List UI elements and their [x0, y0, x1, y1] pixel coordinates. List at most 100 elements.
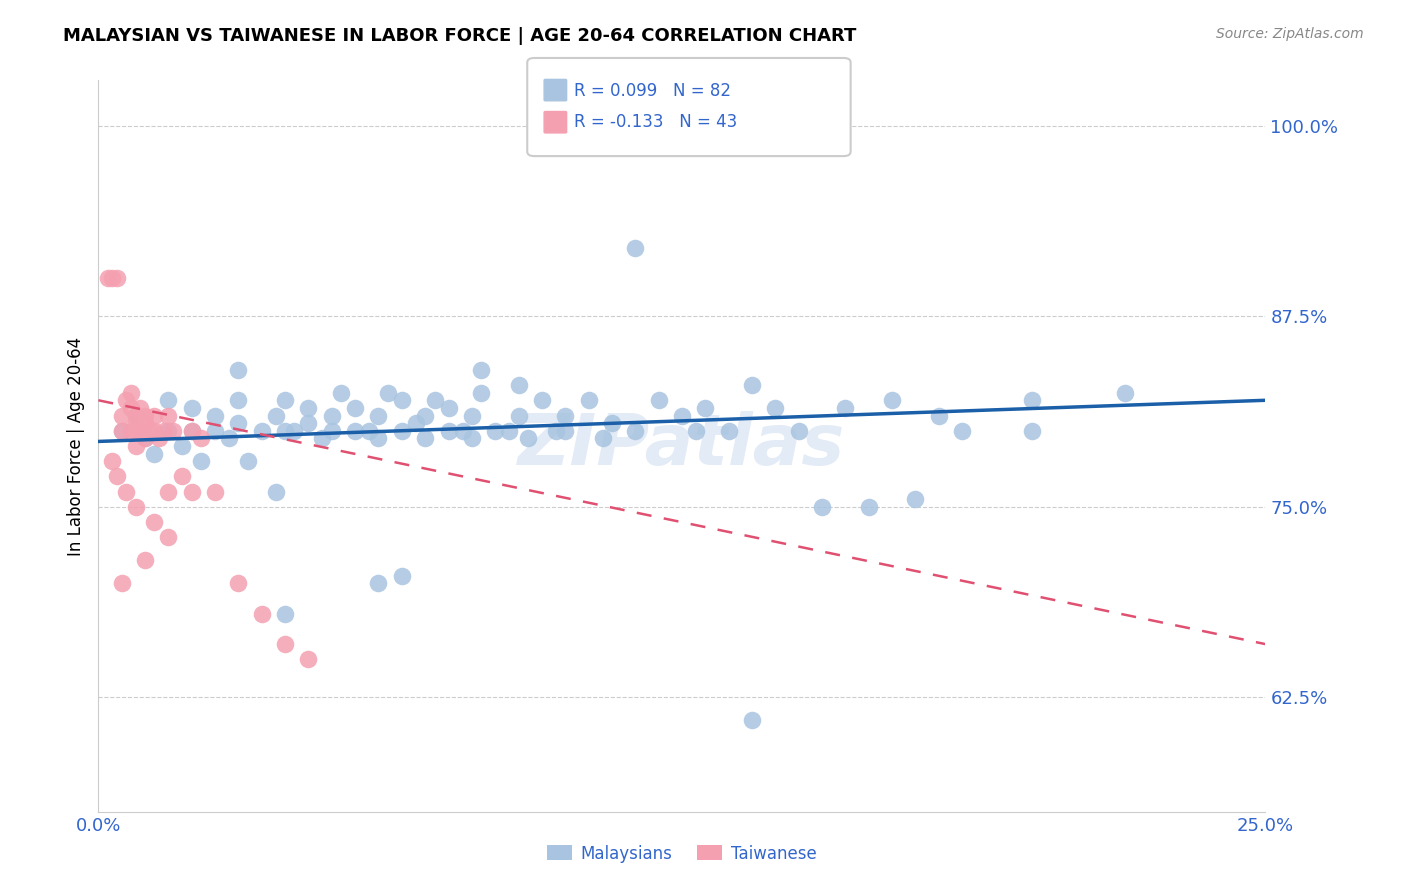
Point: [125, 409, 148, 423]
Legend: Malaysians, Taiwanese: Malaysians, Taiwanese: [540, 838, 824, 869]
Point: [111, 576, 134, 591]
Point: [97, 271, 120, 285]
Point: [858, 500, 880, 514]
Point: [157, 424, 180, 438]
Point: [344, 424, 367, 438]
Point: [437, 424, 460, 438]
Point: [152, 424, 174, 438]
Point: [1114, 385, 1136, 400]
Point: [904, 492, 927, 507]
Point: [143, 515, 166, 529]
Point: [321, 424, 343, 438]
Point: [134, 409, 156, 423]
Point: [172, 439, 194, 453]
Point: [125, 500, 148, 514]
Point: [461, 431, 484, 445]
Point: [162, 424, 184, 438]
Point: [143, 424, 166, 438]
Point: [204, 424, 226, 438]
Point: [218, 431, 240, 445]
Point: [367, 431, 389, 445]
Point: [470, 385, 492, 400]
Point: [204, 409, 226, 423]
Point: [129, 424, 152, 438]
Point: [377, 385, 399, 400]
Point: [554, 424, 576, 438]
Point: [115, 484, 138, 499]
Point: [685, 424, 707, 438]
Point: [359, 424, 381, 438]
Point: [134, 431, 156, 445]
Point: [264, 484, 287, 499]
Point: [624, 241, 647, 255]
Point: [157, 484, 180, 499]
Point: [484, 424, 506, 438]
Point: [111, 424, 134, 438]
Point: [228, 363, 250, 377]
Point: [950, 424, 973, 438]
Point: [125, 424, 148, 438]
Text: MALAYSIAN VS TAIWANESE IN LABOR FORCE | AGE 20-64 CORRELATION CHART: MALAYSIAN VS TAIWANESE IN LABOR FORCE | …: [63, 27, 856, 45]
Point: [330, 385, 353, 400]
Point: [717, 424, 740, 438]
Point: [530, 393, 553, 408]
Point: [311, 431, 333, 445]
Point: [274, 424, 297, 438]
Point: [180, 484, 202, 499]
Point: [741, 714, 763, 728]
Point: [101, 271, 124, 285]
Text: ZIPatlas: ZIPatlas: [519, 411, 845, 481]
Point: [139, 424, 162, 438]
Text: R = -0.133   N = 43: R = -0.133 N = 43: [574, 113, 737, 131]
Point: [297, 401, 319, 415]
Point: [236, 454, 259, 468]
Point: [344, 401, 367, 415]
Point: [811, 500, 834, 514]
Point: [367, 409, 389, 423]
Point: [834, 401, 856, 415]
Point: [367, 576, 389, 591]
Point: [148, 431, 170, 445]
Point: [297, 416, 319, 430]
Point: [283, 424, 305, 438]
Text: Source: ZipAtlas.com: Source: ZipAtlas.com: [1216, 27, 1364, 41]
Point: [228, 576, 250, 591]
Point: [125, 409, 148, 423]
Point: [451, 424, 474, 438]
Point: [624, 424, 647, 438]
Point: [134, 416, 156, 430]
Point: [105, 469, 128, 483]
Point: [134, 553, 156, 567]
Point: [129, 401, 152, 415]
Point: [391, 393, 413, 408]
Point: [592, 431, 614, 445]
Point: [120, 401, 142, 415]
Point: [134, 431, 156, 445]
Point: [741, 378, 763, 392]
Point: [250, 607, 273, 621]
Point: [508, 409, 530, 423]
Point: [508, 378, 530, 392]
Point: [274, 607, 297, 621]
Point: [554, 409, 576, 423]
Point: [671, 409, 693, 423]
Point: [578, 393, 600, 408]
Point: [101, 454, 124, 468]
Point: [470, 363, 492, 377]
Point: [157, 409, 180, 423]
Point: [437, 401, 460, 415]
Point: [115, 393, 138, 408]
Point: [423, 393, 446, 408]
Point: [190, 454, 212, 468]
Text: R = 0.099   N = 82: R = 0.099 N = 82: [574, 82, 731, 100]
Point: [120, 424, 142, 438]
Point: [111, 409, 134, 423]
Point: [125, 439, 148, 453]
Point: [391, 424, 413, 438]
Point: [157, 531, 180, 545]
Point: [105, 271, 128, 285]
Point: [787, 424, 810, 438]
Point: [157, 393, 180, 408]
Point: [297, 652, 319, 666]
Point: [274, 393, 297, 408]
